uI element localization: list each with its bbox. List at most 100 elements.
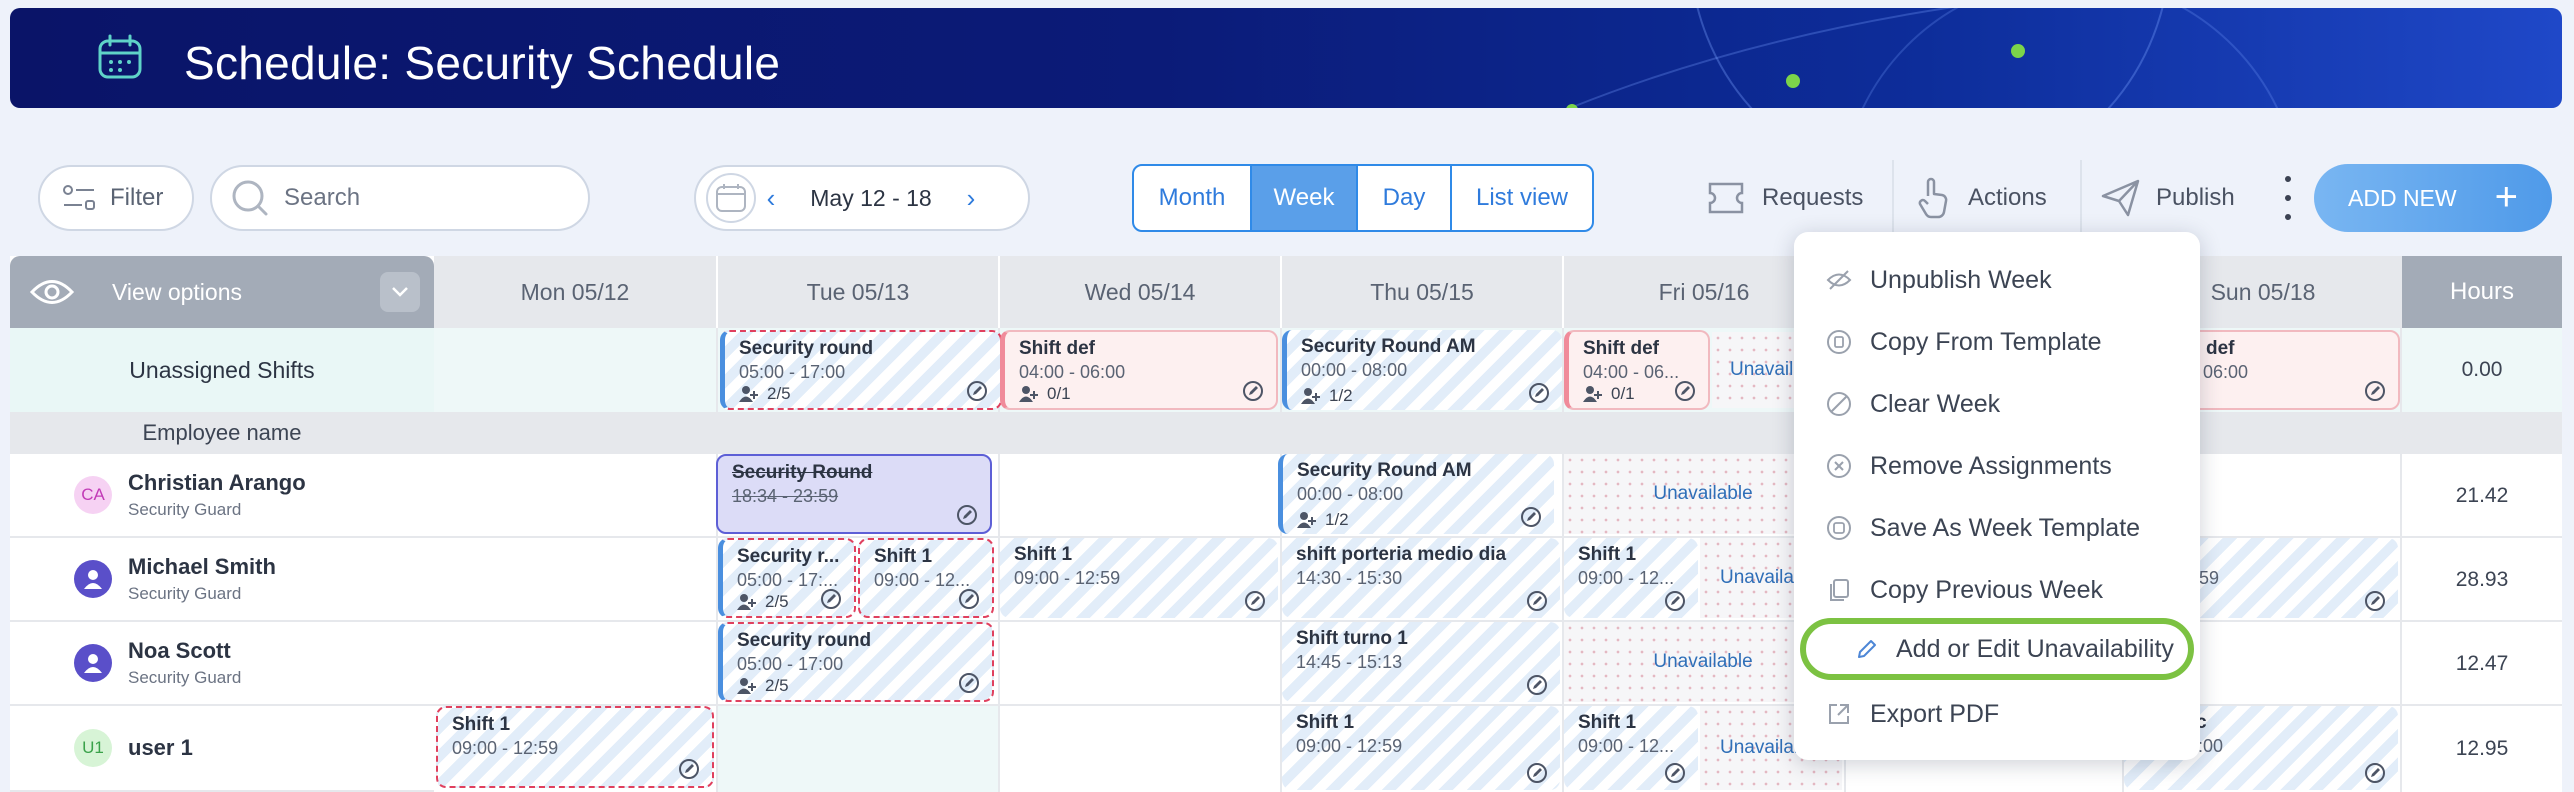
chevron-left-icon[interactable]: ‹ [766, 182, 776, 213]
edit-icon[interactable] [678, 758, 700, 780]
edit-icon[interactable] [1664, 590, 1686, 612]
date-picker-button[interactable] [706, 173, 756, 223]
employee-hours: 12.47 [2455, 652, 2509, 675]
filter-button[interactable]: Filter [38, 165, 194, 231]
menu-item-save-as-week-template[interactable]: Save As Week Template [1826, 506, 2140, 550]
shift-card[interactable]: Security Round 18:34 - 23:59 [716, 454, 992, 534]
view-options-toggle[interactable]: View options [10, 256, 434, 328]
ticket-icon [1708, 182, 1744, 214]
actions-menu: Unpublish Week Copy From Template Clear … [1794, 232, 2200, 760]
filter-icon [63, 185, 95, 210]
shift-card[interactable]: Shift 1 09:00 - 12:59 [1282, 706, 1560, 790]
avatar [74, 644, 112, 682]
shift-card[interactable]: Shift 1 09:00 - 12:59 [1000, 538, 1278, 618]
employee-name: user 1 [128, 735, 193, 760]
publish-button[interactable]: Publish [2100, 166, 2235, 230]
shift-card[interactable]: Security round 05:00 - 17:00 2/5 [720, 330, 1002, 410]
edit-icon[interactable] [1520, 506, 1542, 528]
search-input[interactable] [284, 184, 574, 212]
chevron-down-icon[interactable] [380, 272, 420, 312]
edit-icon[interactable] [2364, 590, 2386, 612]
shift-card[interactable]: Security r... 05:00 - 17:... 2/5 [718, 538, 856, 618]
user-count-icon [1019, 386, 1038, 402]
copy-template-icon [1827, 330, 1851, 354]
edit-icon[interactable] [958, 672, 980, 694]
menu-item-copy-previous-week[interactable]: Copy Previous Week [1826, 568, 2103, 612]
edit-icon[interactable] [966, 380, 988, 402]
avatar: U1 [74, 729, 112, 767]
filter-label: Filter [110, 184, 164, 211]
shift-card[interactable]: shift porteria medio dia 14:30 - 15:30 [1282, 538, 1560, 618]
employee-row-michael[interactable]: Michael Smith Security Guard [10, 538, 434, 622]
search-icon [232, 180, 268, 216]
banner-decoration [1566, 8, 2279, 108]
employee-row-noa[interactable]: Noa Scott Security Guard [10, 622, 434, 706]
user-count-icon [737, 594, 756, 610]
requests-button[interactable]: Requests [1704, 166, 1863, 230]
day-header-tue: Tue 05/13 [718, 256, 998, 328]
eye-icon [30, 280, 74, 304]
actions-button[interactable]: Actions [1914, 166, 2047, 230]
shift-card[interactable]: Shift 1 09:00 - 12:59 [436, 706, 714, 788]
employee-role: Security Guard [128, 500, 242, 519]
user-icon [84, 570, 102, 589]
user-count-icon [737, 678, 756, 694]
avatar: CA [74, 476, 112, 514]
unassigned-hours: 0.00 [2461, 358, 2503, 381]
schedule-grid: View options Mon 05/12 Tue 05/13 Wed 05/… [10, 256, 2562, 792]
edit-icon[interactable] [1528, 382, 1550, 404]
edit-icon[interactable] [2364, 380, 2386, 402]
menu-item-clear-week[interactable]: Clear Week [1826, 382, 2000, 426]
view-day-button[interactable]: Day [1358, 166, 1452, 230]
day-header-thu: Thu 05/15 [1282, 256, 1562, 328]
more-options-icon[interactable] [2278, 176, 2298, 220]
search-box[interactable] [210, 165, 590, 231]
add-new-button[interactable]: ADD NEW + [2314, 164, 2552, 232]
menu-item-export-pdf[interactable]: Export PDF [1826, 692, 1999, 736]
view-list-button[interactable]: List view [1475, 184, 1569, 211]
user-icon [84, 654, 102, 673]
edit-icon[interactable] [1244, 590, 1266, 612]
calendar-icon [98, 34, 142, 79]
view-month-button[interactable]: Month [1134, 166, 1252, 230]
edit-icon[interactable] [1526, 590, 1548, 612]
edit-icon[interactable] [1664, 762, 1686, 784]
edit-icon[interactable] [820, 588, 842, 610]
edit-icon[interactable] [1526, 674, 1548, 696]
shift-card[interactable]: Shift 1 09:00 - 12... [1564, 538, 1698, 618]
chevron-right-icon[interactable]: › [966, 182, 976, 213]
view-week-button[interactable]: Week [1252, 166, 1358, 230]
hours-header: Hours [2402, 256, 2562, 328]
edit-icon[interactable] [1526, 762, 1548, 784]
menu-item-copy-from-template[interactable]: Copy From Template [1826, 320, 2102, 364]
pencil-icon [1858, 640, 1876, 658]
shift-card[interactable]: Shift 1 09:00 - 12... [858, 538, 994, 618]
edit-icon[interactable] [2364, 762, 2386, 784]
edit-icon[interactable] [1674, 380, 1696, 402]
shift-card[interactable]: Shift def 04:00 - 06:00 0/1 [1000, 330, 1278, 410]
menu-item-remove-assignments[interactable]: Remove Assignments [1826, 444, 2112, 488]
menu-item-unpublish-week[interactable]: Unpublish Week [1826, 258, 2052, 302]
page-title: Schedule: Security Schedule [184, 37, 781, 89]
shift-card[interactable]: Security Round AM 00:00 - 08:00 1/2 [1282, 330, 1562, 410]
shift-card[interactable]: Shift 1 09:00 - 12... [1564, 706, 1698, 790]
publish-label: Publish [2156, 184, 2235, 211]
edit-icon[interactable] [958, 588, 980, 610]
shift-card[interactable]: Shift turno 1 14:45 - 15:13 [1282, 622, 1560, 702]
employee-row-christian[interactable]: CA Christian Arango Security Guard [10, 454, 434, 538]
menu-item-add-or-edit-unavailability[interactable]: Add or Edit Unavailability [1800, 618, 2194, 680]
edit-icon[interactable] [1242, 380, 1264, 402]
employee-hours: 21.42 [2455, 484, 2509, 507]
clear-icon [1827, 392, 1851, 416]
employee-name: Christian Arango [128, 470, 306, 495]
day-header-wed: Wed 05/14 [1000, 256, 1280, 328]
employee-hours: 28.93 [2455, 568, 2509, 591]
shift-card[interactable]: Shift def 04:00 - 06... 0/1 [1564, 330, 1710, 410]
edit-icon[interactable] [956, 504, 978, 526]
day-header-mon: Mon 05/12 [434, 256, 716, 328]
employee-row-user1[interactable]: U1 user 1 [10, 706, 434, 792]
shift-card[interactable]: Security round 05:00 - 17:00 2/5 [718, 622, 994, 702]
calendar-icon [716, 184, 746, 212]
shift-card[interactable]: Security Round AM 00:00 - 08:00 1/2 [1278, 454, 1554, 534]
toolbar-divider [1892, 160, 1894, 238]
